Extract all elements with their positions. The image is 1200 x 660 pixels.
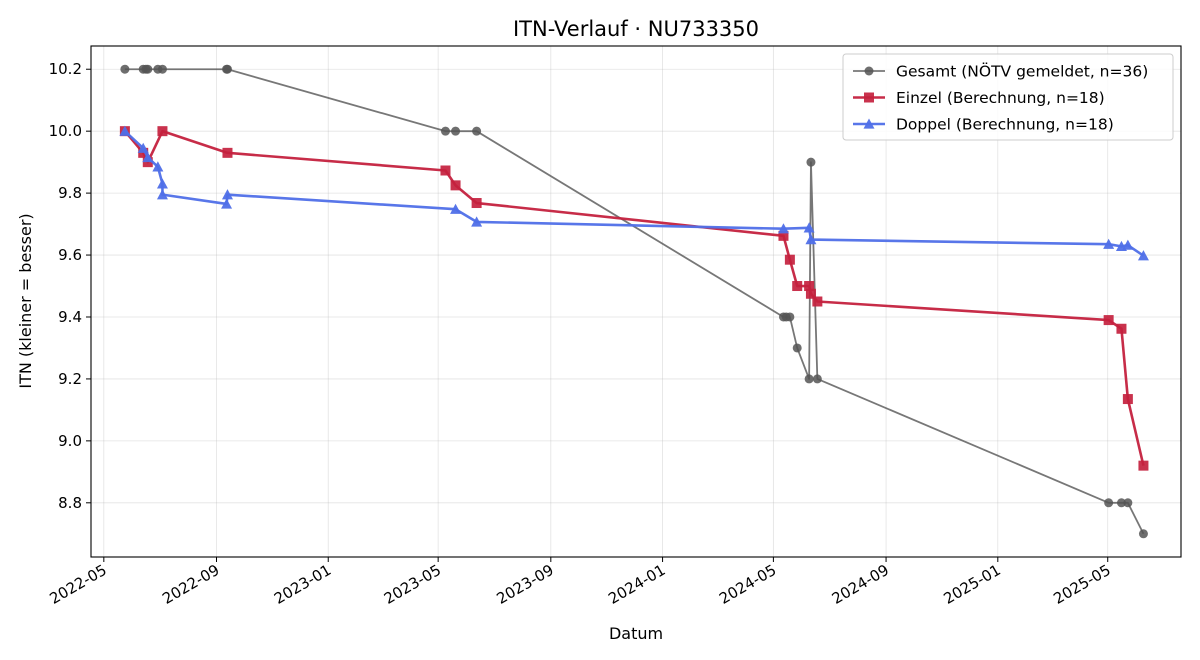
data-point <box>1122 394 1133 405</box>
data-point <box>1138 529 1148 539</box>
y-tick-label: 8.8 <box>58 494 82 512</box>
data-point <box>451 126 461 136</box>
data-point <box>1104 498 1114 508</box>
plot-frame <box>90 45 1182 558</box>
data-point <box>792 343 802 353</box>
data-point <box>157 64 167 74</box>
data-point <box>471 198 482 209</box>
y-tick-label: 9.6 <box>58 246 82 264</box>
data-point <box>1116 323 1127 334</box>
data-point <box>804 281 815 292</box>
data-point <box>1123 498 1133 508</box>
y-tick-label: 10.2 <box>49 60 82 78</box>
data-point <box>812 374 822 384</box>
data-point <box>156 189 168 200</box>
data-point <box>440 165 451 176</box>
data-point <box>450 180 461 191</box>
data-point <box>805 288 816 299</box>
data-point <box>1103 315 1114 326</box>
data-point <box>143 64 153 74</box>
data-point <box>152 161 164 172</box>
legend-box <box>842 53 1174 141</box>
data-point <box>440 126 450 136</box>
legend: Gesamt (NÖTV gemeldet, n=36) Einzel (Bere… <box>842 53 1174 141</box>
data-point <box>222 64 232 74</box>
series-triangle <box>119 125 1149 261</box>
y-tick-label: 9.4 <box>58 308 82 326</box>
data-point <box>120 64 130 74</box>
data-point <box>137 142 149 153</box>
legend-marker <box>864 92 874 103</box>
data-point <box>777 223 789 234</box>
data-point <box>222 147 233 158</box>
legend-label: Gesamt (NÖTV gemeldet, n=36) <box>896 62 1148 81</box>
data-point <box>1138 460 1149 471</box>
y-axis-label: ITN (kleiner = besser) <box>16 213 35 388</box>
legend-marker <box>863 118 875 129</box>
data-point <box>142 151 154 163</box>
legend-label: Einzel (Berechnung, n=18) <box>896 89 1105 107</box>
data-point <box>778 230 789 241</box>
data-point <box>1116 498 1126 508</box>
data-point <box>804 374 814 384</box>
data-point <box>792 281 803 292</box>
legend-marker <box>864 66 874 76</box>
data-point <box>785 312 795 322</box>
y-tick-label: 9.2 <box>58 370 82 388</box>
data-point <box>1122 239 1134 250</box>
data-point <box>784 254 795 265</box>
data-point <box>812 296 823 307</box>
x-axis-label: Datum <box>609 624 663 643</box>
data-point <box>157 126 168 137</box>
data-point <box>1103 238 1115 249</box>
data-point <box>806 157 816 167</box>
data-point <box>450 203 462 214</box>
data-point <box>805 234 817 245</box>
data-point <box>119 125 131 136</box>
y-tick-label: 9.0 <box>58 432 82 450</box>
data-point <box>803 222 815 233</box>
data-point <box>221 198 233 209</box>
data-point <box>471 216 483 227</box>
y-tick-label: 10.0 <box>49 122 82 140</box>
data-point <box>221 189 233 200</box>
chart-title: ITN-Verlauf · NU733350 <box>513 17 759 41</box>
grid-lines <box>91 46 1181 557</box>
data-point <box>472 126 482 136</box>
data-series <box>119 64 1149 539</box>
data-point <box>1137 250 1149 261</box>
data-point <box>156 178 168 189</box>
legend-label: Doppel (Berechnung, n=18) <box>896 116 1114 134</box>
y-tick-label: 9.8 <box>58 184 82 202</box>
